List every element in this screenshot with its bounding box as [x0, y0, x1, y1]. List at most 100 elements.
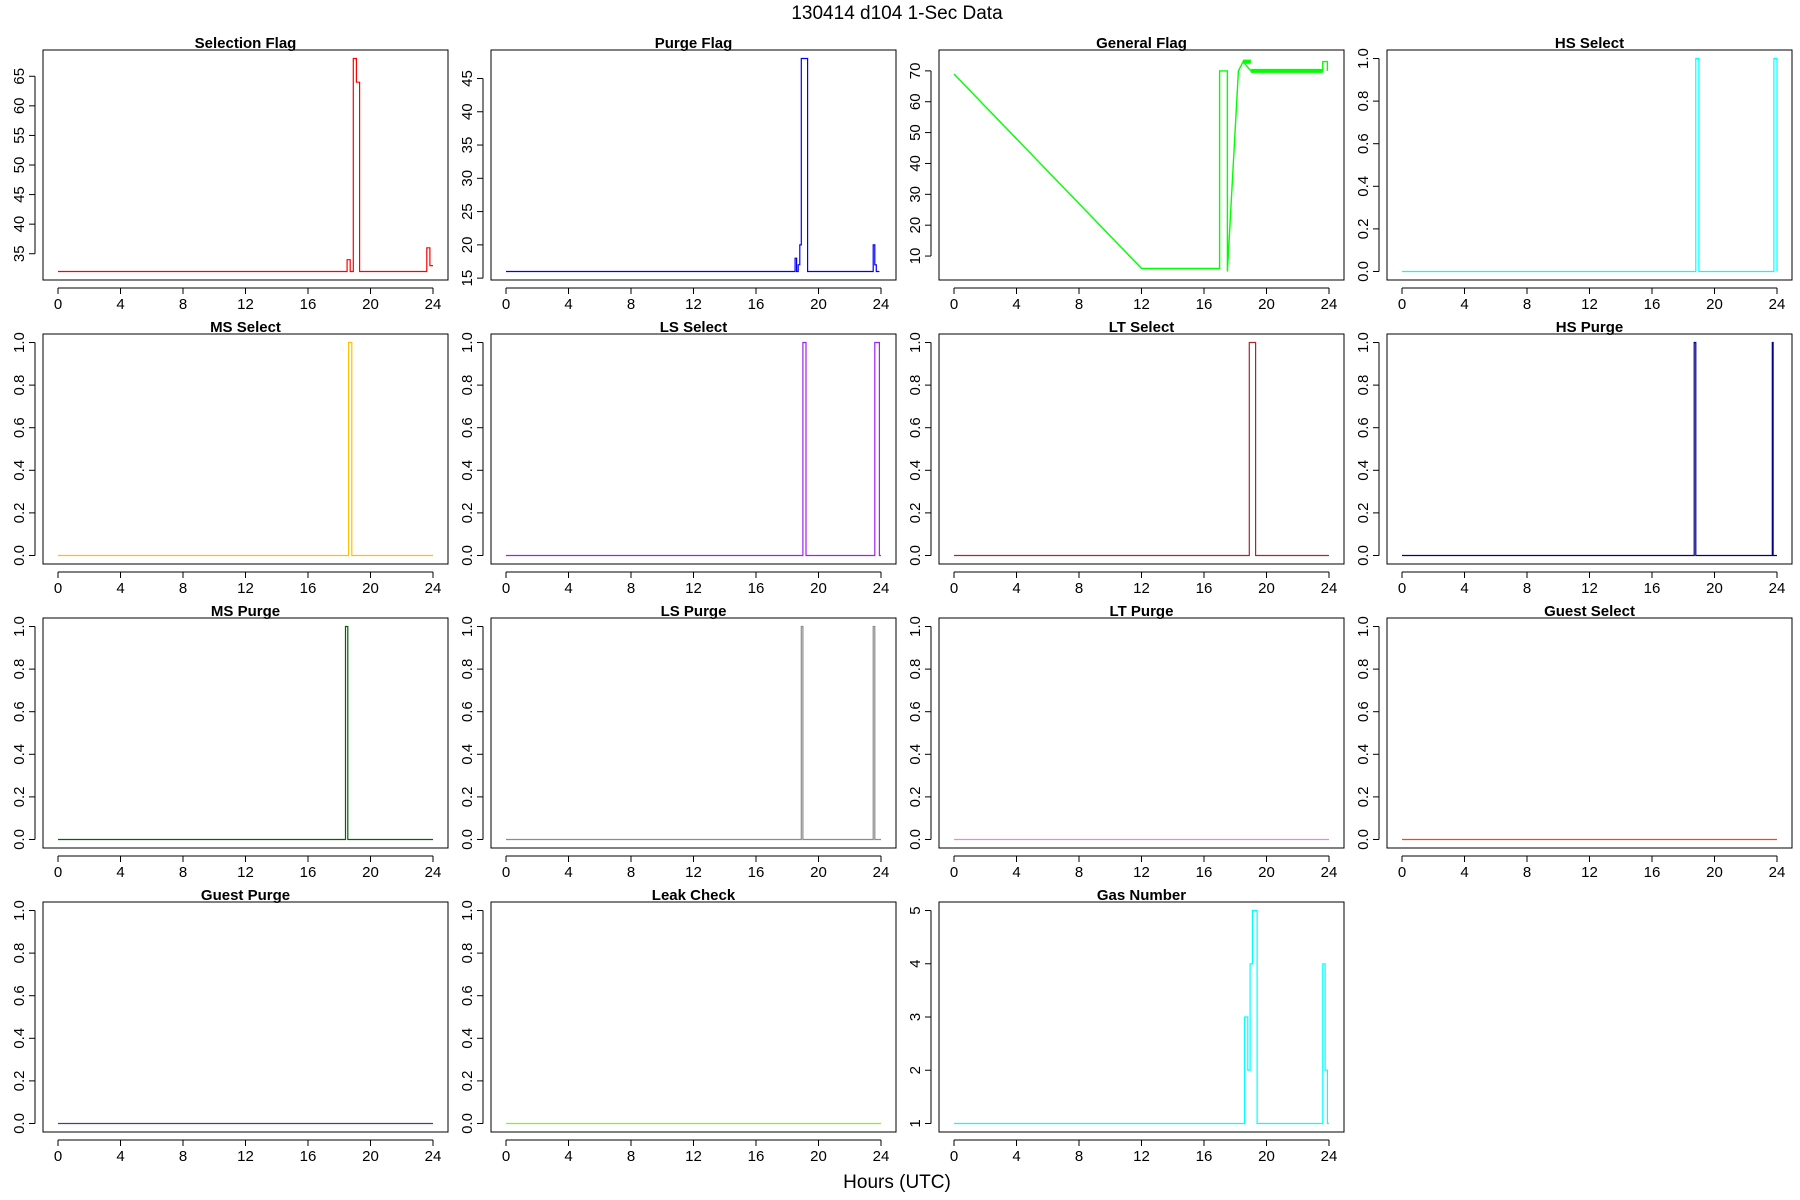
y-tick-label: 0.4 — [459, 460, 476, 481]
y-tick-label: 0.4 — [1355, 744, 1372, 765]
y-tick-label: 40 — [907, 155, 924, 172]
y-tick-label: 0.8 — [907, 659, 924, 680]
x-tick-label: 0 — [502, 1148, 510, 1165]
x-tick-label: 8 — [627, 1148, 635, 1165]
series-line — [506, 341, 881, 557]
y-tick-label: 0.2 — [1355, 786, 1372, 807]
x-tick-label: 8 — [1075, 296, 1083, 313]
x-tick-label: 24 — [873, 864, 890, 881]
y-tick-label: 0.6 — [11, 701, 28, 722]
y-tick-label: 0.8 — [11, 375, 28, 396]
x-tick-label: 0 — [502, 296, 510, 313]
chart-panel: HS Purge 0 4 8 12 16 20 24 0.0 0.2 0.4 0.6 0.8 1.0 — [1355, 319, 1793, 597]
x-tick-label: 24 — [1321, 296, 1338, 313]
y-tick-label: 40 — [459, 103, 476, 120]
x-tick-label: 16 — [1196, 296, 1213, 313]
x-tick-label: 16 — [1196, 580, 1213, 597]
panel-title: Gas Number — [1097, 887, 1186, 904]
y-tick-label: 1.0 — [11, 900, 28, 921]
y-tick-label: 70 — [907, 63, 924, 80]
x-tick-label: 12 — [237, 296, 254, 313]
series-line — [506, 625, 881, 841]
plot-frame — [938, 49, 1345, 281]
y-tick-label: 0.4 — [1355, 176, 1372, 197]
plot-frame — [42, 617, 449, 849]
x-tick-label: 24 — [873, 296, 890, 313]
x-tick-label: 20 — [1706, 296, 1723, 313]
plot-frame — [1386, 617, 1793, 849]
x-tick-label: 0 — [54, 1148, 62, 1165]
x-tick-label: 20 — [362, 580, 379, 597]
x-tick-label: 4 — [564, 580, 572, 597]
x-tick-label: 16 — [1644, 864, 1661, 881]
y-tick-label: 0.8 — [11, 659, 28, 680]
y-tick-label: 0.2 — [1355, 502, 1372, 523]
x-tick-label: 16 — [300, 864, 317, 881]
x-tick-label: 20 — [1258, 296, 1275, 313]
y-tick-label: 0.0 — [907, 829, 924, 850]
plot-frame — [42, 333, 449, 565]
y-tick-label: 50 — [907, 124, 924, 141]
panel-title: Selection Flag — [195, 35, 297, 52]
y-tick-label: 0.6 — [1355, 133, 1372, 154]
x-tick-label: 20 — [362, 1148, 379, 1165]
y-tick-label: 0.6 — [907, 701, 924, 722]
y-tick-label: 1.0 — [907, 616, 924, 637]
panel-title: LT Purge — [1110, 603, 1174, 620]
y-tick-label: 1.0 — [1355, 332, 1372, 353]
x-tick-label: 16 — [748, 1148, 765, 1165]
chart-panel: LT Select 0 4 8 12 16 20 24 0.0 0.2 0.4 0.6 0.8 1.0 — [907, 319, 1345, 597]
panel-title: MS Select — [210, 319, 281, 336]
x-tick-label: 4 — [1460, 296, 1468, 313]
x-tick-label: 8 — [1075, 864, 1083, 881]
x-tick-label: 16 — [300, 1148, 317, 1165]
series-line — [953, 60, 1329, 272]
x-tick-label: 12 — [1581, 864, 1598, 881]
y-tick-label: 0.4 — [459, 1028, 476, 1049]
x-tick-label: 12 — [1133, 296, 1150, 313]
x-tick-label: 4 — [1012, 1148, 1020, 1165]
x-tick-label: 24 — [1769, 864, 1786, 881]
y-tick-label: 0.2 — [11, 502, 28, 523]
x-tick-label: 0 — [54, 296, 62, 313]
figure-title: 130414 d104 1-Sec Data — [791, 3, 1003, 24]
y-tick-label: 0.8 — [459, 943, 476, 964]
x-tick-label: 4 — [564, 1148, 572, 1165]
plot-frame — [938, 901, 1345, 1133]
x-tick-label: 20 — [810, 864, 827, 881]
panel-title: Purge Flag — [655, 35, 733, 52]
y-tick-label: 0.8 — [907, 375, 924, 396]
y-tick-label: 0.4 — [907, 460, 924, 481]
x-tick-label: 4 — [1012, 296, 1020, 313]
x-tick-label: 12 — [237, 580, 254, 597]
x-tick-label: 20 — [1706, 864, 1723, 881]
y-tick-label: 0.4 — [907, 744, 924, 765]
x-tick-label: 0 — [1398, 580, 1406, 597]
y-tick-label: 0.0 — [11, 1113, 28, 1134]
x-tick-label: 20 — [810, 580, 827, 597]
y-tick-label: 0.2 — [1355, 218, 1372, 239]
x-tick-label: 24 — [425, 864, 442, 881]
plot-frame — [938, 333, 1345, 565]
y-tick-label: 35 — [459, 137, 476, 154]
x-tick-label: 20 — [810, 296, 827, 313]
y-tick-label: 0.4 — [11, 1028, 28, 1049]
series-line — [1402, 57, 1778, 273]
plot-frame — [42, 901, 449, 1133]
y-tick-label: 0.2 — [11, 786, 28, 807]
y-tick-label: 0.2 — [459, 502, 476, 523]
y-tick-label: 45 — [11, 186, 28, 203]
x-tick-label: 12 — [685, 1148, 702, 1165]
x-tick-label: 24 — [1321, 864, 1338, 881]
x-tick-label: 12 — [1581, 296, 1598, 313]
chart-panel: LT Purge 0 4 8 12 16 20 24 0.0 0.2 0.4 0.6 0.8 1.0 — [907, 603, 1345, 881]
y-tick-label: 0.2 — [907, 502, 924, 523]
x-tick-label: 16 — [1644, 580, 1661, 597]
y-tick-label: 4 — [907, 960, 924, 968]
x-tick-label: 12 — [1581, 580, 1598, 597]
y-tick-label: 0.8 — [1355, 375, 1372, 396]
y-tick-label: 2 — [907, 1066, 924, 1074]
panel-title: Guest Purge — [201, 887, 290, 904]
x-tick-label: 4 — [564, 296, 572, 313]
